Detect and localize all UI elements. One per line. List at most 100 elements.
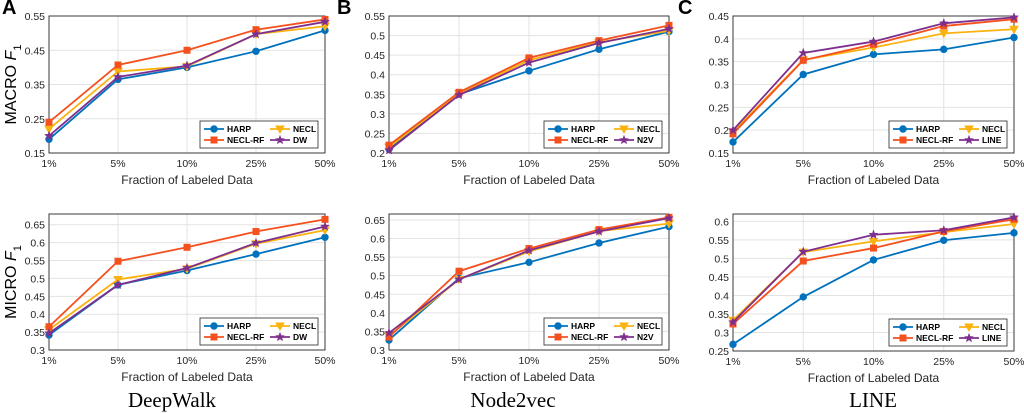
legend-label: LINE — [982, 333, 1002, 343]
x-tick-label: 10% — [863, 158, 884, 170]
x-tick-label: 25% — [245, 158, 266, 170]
data-point-dw — [43, 130, 55, 141]
y-tick-label: 0.35 — [365, 89, 386, 101]
y-tick-label: 0.5 — [714, 253, 729, 265]
data-point-harp — [252, 250, 260, 258]
x-tick-label: 1% — [381, 355, 396, 367]
data-point-line — [727, 124, 739, 135]
data-point-necl-rf — [870, 244, 877, 252]
legend-label: DW — [293, 135, 308, 145]
x-tick-label: 10% — [176, 355, 197, 367]
legend-marker — [554, 333, 562, 341]
y-tick-label: 0.35 — [25, 327, 46, 339]
data-point-harp — [729, 340, 737, 349]
legend-label: NECL-RF — [916, 333, 953, 343]
legend-label: NECL-RF — [916, 135, 953, 145]
y-tick-label: 0.25 — [25, 114, 46, 126]
y-tick-label: 0.35 — [365, 326, 386, 338]
axes-box — [388, 213, 670, 351]
x-tick-label: 25% — [933, 356, 954, 368]
x-tick-label: 5% — [110, 355, 125, 367]
legend-label: NECL-RF — [227, 332, 264, 342]
legend: HARP NECL NECL-RF LINE — [888, 318, 1008, 347]
axes-box — [388, 15, 670, 154]
y-tick-label: 0.35 — [709, 57, 730, 69]
y-tick-label: 0.55 — [25, 11, 46, 23]
data-point-n2v — [593, 226, 605, 236]
panel-letter: C — [678, 0, 692, 19]
x-tick-label: 25% — [245, 355, 266, 367]
x-tick-label: 10% — [518, 355, 539, 367]
x-tick-label: 1% — [381, 158, 396, 170]
panel-letter: B — [337, 0, 351, 19]
y-tick-label: 0.35 — [25, 80, 46, 92]
y-tick-label: 0.4 — [30, 309, 45, 321]
data-point-necl-rf — [114, 257, 122, 265]
legend-label: NECL — [637, 321, 660, 331]
legend-label: NECL — [293, 321, 316, 331]
y-tick-label: 0.5 — [370, 271, 385, 283]
legend-label: HARP — [227, 124, 251, 134]
legend-marker — [963, 332, 975, 343]
data-point-dw — [112, 279, 124, 290]
x-tick-label: 50% — [658, 355, 679, 367]
subplot-6: 1% 5% 10% 25% 50% 0.25 0.3 0.35 0.4 0.45 0.5 0.55 0.… — [709, 211, 1024, 412]
legend-box — [199, 120, 319, 149]
legend-label: HARP — [227, 321, 251, 331]
x-tick-label: 10% — [863, 356, 884, 368]
y-tick-label: 0.25 — [709, 346, 730, 358]
x-tick-label: 5% — [110, 158, 125, 170]
y-tick-label: 0.6 — [714, 216, 729, 228]
legend-marker — [210, 136, 218, 144]
legend-box — [199, 317, 319, 346]
data-point-dw — [112, 71, 124, 82]
legend: HARP NECL NECL-RF DW — [199, 317, 319, 346]
x-tick-label: 1% — [725, 158, 740, 170]
y-tick-label: 0.4 — [714, 34, 729, 46]
series-line — [727, 12, 1020, 135]
x-axis-label: Fraction of Labeled Data — [808, 371, 940, 385]
series-harp — [729, 229, 1018, 349]
legend-marker — [618, 331, 630, 342]
y-tick-label: 0.6 — [370, 234, 385, 246]
legend-marker — [619, 125, 629, 135]
x-tick-label: 50% — [1003, 356, 1024, 368]
x-axis-label: Fraction of Labeled Data — [463, 173, 595, 187]
legend-marker — [618, 134, 630, 145]
legend: HARP NECL NECL-RF DW — [199, 120, 319, 149]
legend: HARP NECL NECL-RF N2V — [543, 317, 663, 346]
legend-label: HARP — [571, 321, 595, 331]
y-tick-label: 0.65 — [25, 220, 46, 232]
y-tick-label: 0.55 — [365, 252, 386, 264]
legend-marker — [963, 134, 975, 145]
data-point-harp — [525, 67, 533, 75]
y-tick-label: 0.5 — [30, 273, 45, 285]
legend-marker — [274, 134, 286, 145]
x-tick-label: 5% — [796, 356, 811, 368]
legend: HARP NECL NECL-RF N2V — [543, 120, 663, 149]
data-point-n2v — [523, 57, 535, 67]
legend-marker — [275, 125, 285, 135]
data-point-n2v — [663, 212, 675, 223]
legend-label: NECL-RF — [571, 135, 608, 145]
y-tick-label: 0.15 — [709, 148, 730, 160]
x-tick-label: 1% — [41, 158, 56, 170]
data-point-necl-rf — [114, 61, 122, 69]
subplot-title: Node2vec — [470, 388, 555, 412]
legend-label: NECL — [982, 322, 1005, 332]
y-tick-label: 0.5 — [370, 31, 385, 43]
legend-label: NECL — [982, 124, 1005, 134]
legend-marker — [210, 322, 218, 330]
data-point-harp — [525, 258, 533, 267]
x-tick-label: 10% — [518, 158, 539, 170]
series-n2v — [383, 23, 675, 155]
legend-marker — [619, 322, 629, 332]
y-tick-label: 0.25 — [365, 128, 386, 140]
x-tick-label: 50% — [314, 158, 335, 170]
y-tick-label: 0.45 — [709, 272, 730, 284]
x-tick-label: 5% — [451, 158, 466, 170]
data-point-line — [868, 229, 879, 240]
data-point-necl-rf — [252, 228, 260, 236]
data-point-line — [798, 47, 809, 58]
y-axis-label: MICRO F1 — [3, 245, 24, 319]
